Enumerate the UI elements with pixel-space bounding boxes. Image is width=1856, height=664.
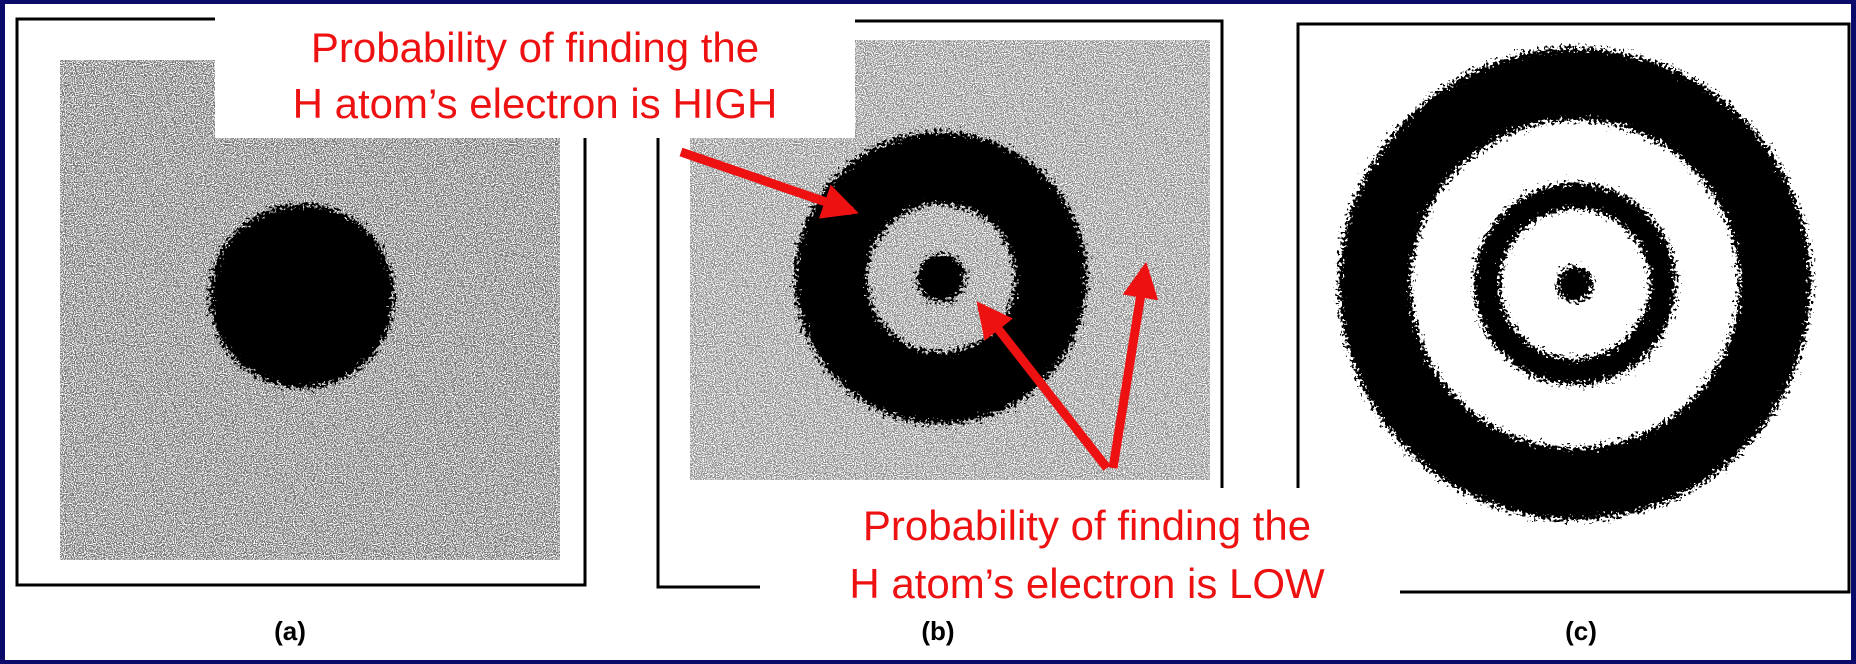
annotation-line: Probability of finding the <box>863 502 1311 549</box>
annotation-line: H atom’s electron is LOW <box>849 560 1325 607</box>
panel-label: (a) <box>274 616 306 646</box>
panel-label: (b) <box>921 616 954 646</box>
annotation-line: H atom’s electron is HIGH <box>293 80 778 127</box>
annotation-line: Probability of finding the <box>311 24 759 71</box>
slide: Probability of finding the H atom’s elec… <box>0 0 1856 664</box>
panel-label: (c) <box>1565 616 1597 646</box>
page: Probability of finding the H atom’s elec… <box>0 0 1856 664</box>
orbital-a <box>210 204 394 388</box>
